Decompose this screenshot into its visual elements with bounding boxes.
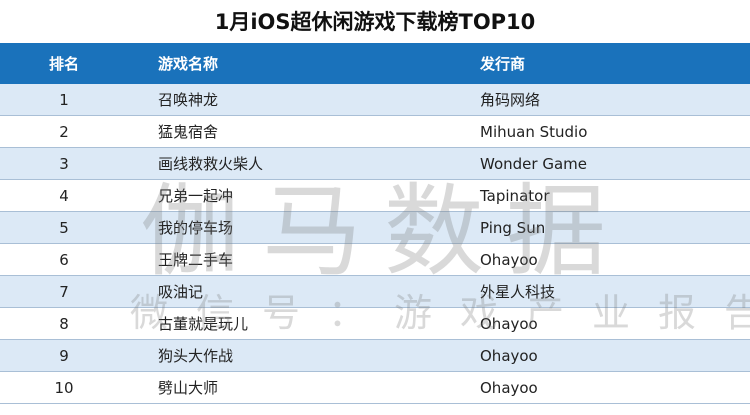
table-row: 10 劈山大师 Ohayoo: [0, 372, 750, 404]
cell-game: 劈山大师: [158, 379, 219, 397]
table-row: 3 画线救救火柴人 Wonder Game: [0, 148, 750, 180]
table-title: 1月iOS超休闲游戏下载榜TOP10: [214, 10, 536, 34]
cell-game: 召唤神龙: [158, 91, 219, 109]
cell-publisher: Wonder Game: [480, 154, 587, 173]
table-row: 8 古董就是玩儿 Ohayoo: [0, 308, 750, 340]
cell-publisher: Ohayoo: [480, 378, 538, 397]
cell-rank: 4: [59, 186, 69, 205]
table-row: 5 我的停车场 Ping Sun: [0, 212, 750, 244]
table-row: 6 王牌二手车 Ohayoo: [0, 244, 750, 276]
cell-publisher: Ohayoo: [480, 250, 538, 269]
table-row: 7 吸油记 外星人科技: [0, 276, 750, 308]
cell-rank: 2: [59, 122, 69, 141]
cell-game: 猛鬼宿舍: [158, 123, 219, 141]
cell-rank: 3: [59, 154, 69, 173]
cell-game: 狗头大作战: [158, 347, 234, 365]
cell-game: 吸油记: [158, 283, 204, 301]
cell-rank: 5: [59, 218, 69, 237]
cell-game: 古董就是玩儿: [158, 315, 249, 333]
cell-rank: 10: [54, 378, 74, 397]
table-header: 排名 游戏名称 发行商: [0, 43, 750, 84]
table-row: 4 兄弟一起冲 Tapinator: [0, 180, 750, 212]
cell-publisher: 外星人科技: [480, 283, 556, 301]
cell-publisher: Ohayoo: [480, 314, 538, 333]
cell-rank: 6: [59, 250, 69, 269]
cell-publisher: 角码网络: [480, 91, 541, 109]
header-rank: 排名: [48, 55, 79, 73]
table-row: 1 召唤神龙 角码网络: [0, 84, 750, 116]
cell-game: 王牌二手车: [158, 251, 234, 269]
table-row: 2 猛鬼宿舍 Mihuan Studio: [0, 116, 750, 148]
cell-publisher: Ohayoo: [480, 346, 538, 365]
cell-game: 我的停车场: [158, 219, 234, 237]
cell-publisher: Mihuan Studio: [480, 122, 588, 141]
cell-rank: 7: [59, 282, 69, 301]
cell-rank: 8: [59, 314, 69, 333]
header-publisher: 发行商: [480, 55, 526, 73]
cell-game: 画线救救火柴人: [158, 155, 264, 173]
cell-rank: 9: [59, 346, 69, 365]
cell-rank: 1: [59, 90, 69, 109]
ranking-table: 排名 游戏名称 发行商 1 召唤神龙 角码网络 2 猛鬼宿舍 Mihuan Studio 3…: [0, 43, 750, 404]
cell-publisher: Tapinator: [480, 186, 550, 205]
cell-game: 兄弟一起冲: [158, 187, 234, 205]
header-game: 游戏名称: [158, 55, 219, 73]
cell-publisher: Ping Sun: [480, 218, 546, 237]
table-row: 9 狗头大作战 Ohayoo: [0, 340, 750, 372]
